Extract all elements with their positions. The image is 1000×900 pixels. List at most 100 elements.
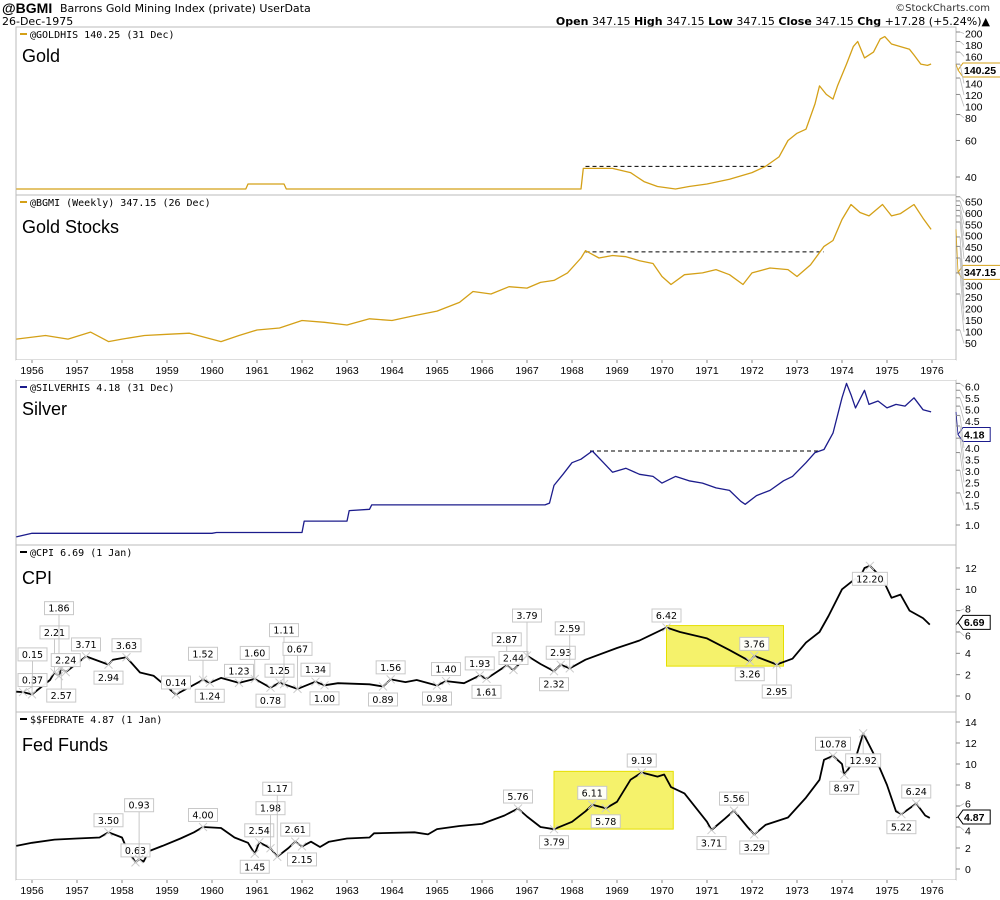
data-label-text: 3.71: [75, 640, 96, 651]
data-label-text: 2.59: [559, 624, 580, 635]
label-marker: [104, 827, 113, 837]
x-tick-label: 1976: [920, 365, 944, 377]
y-tick-label: 2.0: [965, 489, 980, 501]
tick-leader-line: [959, 221, 965, 259]
x-tick-label: 1964: [380, 365, 404, 377]
x-tick-label: 1959: [155, 365, 179, 377]
data-label-text: 3.63: [116, 641, 137, 652]
label-marker: [122, 652, 131, 662]
y-tick-label: 450: [965, 242, 983, 254]
label-box: [280, 822, 311, 837]
y-tick-label: 0: [965, 691, 971, 703]
data-label: 5.76: [503, 789, 533, 813]
data-label-text: 4.00: [192, 811, 213, 822]
data-label-text: 2.87: [496, 635, 517, 646]
data-label: 1.61: [471, 674, 502, 699]
label-marker: [839, 770, 849, 780]
tick-leader-line: [959, 608, 965, 612]
data-label-text: 1.00: [314, 694, 335, 705]
label-box: [368, 692, 398, 707]
legend-swatch: [20, 551, 27, 553]
y-tick-label: 120: [965, 90, 983, 102]
data-label: 4.00: [188, 808, 218, 832]
data-label: 12.92: [845, 728, 882, 768]
label-marker: [745, 656, 755, 666]
label-box: [44, 601, 74, 616]
label-box: [901, 784, 932, 799]
y-tick-label: 3.5: [965, 454, 980, 466]
label-marker: [911, 799, 921, 808]
label-box: [161, 675, 191, 690]
data-label: 2.44: [498, 650, 529, 675]
tick-leader-line: [959, 383, 965, 387]
data-label: 6.24: [901, 784, 932, 808]
label-box: [188, 808, 218, 822]
label-marker: [897, 809, 906, 819]
y-tick-label: 1.0: [965, 520, 980, 532]
label-marker: [266, 683, 275, 693]
label-box: [471, 684, 502, 699]
data-label: 6.11: [577, 785, 608, 810]
data-label: 0.93: [124, 798, 155, 864]
label-box: [300, 662, 331, 677]
label-box: [739, 840, 770, 855]
label-marker: [81, 652, 91, 661]
label-marker: [865, 561, 875, 571]
last-value-text: 347.15: [964, 267, 996, 279]
data-label-text: 0.15: [22, 650, 43, 661]
data-label-text: 1.60: [244, 648, 265, 659]
label-box: [124, 798, 155, 813]
y-tick-label: 2: [965, 843, 971, 855]
label-marker: [234, 678, 244, 688]
axis-band: [16, 880, 956, 900]
x-tick-label: 1974: [830, 365, 854, 377]
panel-silver: @SILVERHIS 4.18 (31 Dec)Silver6.05.55.04…: [15, 379, 991, 546]
data-label-text: 2.54: [249, 826, 270, 837]
tick-leader-line: [959, 272, 965, 321]
label-marker: [475, 671, 485, 680]
data-label-text: 2.61: [285, 825, 306, 836]
data-label-text: 5.76: [507, 792, 528, 803]
legend-swatch: [20, 33, 27, 35]
tick-leader-line: [959, 200, 965, 214]
y-tick-label: 200: [965, 304, 983, 316]
y-tick-label: 12: [965, 738, 977, 750]
label-box: [93, 670, 124, 685]
data-label: 3.76: [739, 636, 770, 661]
legend-text: @GOLDHIS 140.25 (31 Dec): [30, 30, 175, 41]
tick-leader-line: [959, 114, 965, 119]
data-label-text: 1.98: [260, 804, 281, 815]
tick-leader-line: [959, 215, 965, 248]
change-value: +17.28 (+5.24%)▲: [884, 15, 990, 28]
x-tick-label: 1961: [245, 885, 269, 897]
label-marker: [549, 824, 559, 834]
data-label-text: 6.11: [582, 788, 603, 799]
label-marker: [729, 806, 739, 815]
label-box: [188, 646, 218, 661]
label-box: [845, 753, 882, 768]
data-label-text: 1.45: [244, 862, 265, 873]
data-label: 0.63: [120, 843, 151, 867]
x-tick-label: 1972: [740, 365, 764, 377]
panel-title: Silver: [22, 399, 67, 419]
symbol-description: Barrons Gold Mining Index (private) User…: [60, 2, 311, 15]
label-marker: [104, 660, 113, 669]
tick-leader-line: [959, 41, 965, 46]
label-box: [50, 653, 81, 668]
data-label: 2.24: [50, 653, 81, 677]
data-label: 3.63: [111, 638, 142, 662]
data-label-text: 12.92: [850, 756, 877, 767]
label-marker: [482, 674, 491, 684]
data-label-text: 1.86: [48, 604, 69, 615]
data-label: 1.40: [431, 662, 461, 686]
low-value: 347.15: [736, 15, 775, 28]
panel-cpi: @CPI 6.69 (1 Jan)CPI0.370.152.211.862.57…: [15, 544, 991, 713]
y-tick-label: 200: [965, 28, 983, 40]
last-value-tag: [957, 426, 991, 442]
x-tick-label: 1971: [695, 365, 719, 377]
y-tick-label: 150: [965, 315, 983, 327]
label-box: [194, 688, 225, 703]
label-marker: [297, 842, 307, 851]
x-tick-label: 1969: [605, 365, 629, 377]
